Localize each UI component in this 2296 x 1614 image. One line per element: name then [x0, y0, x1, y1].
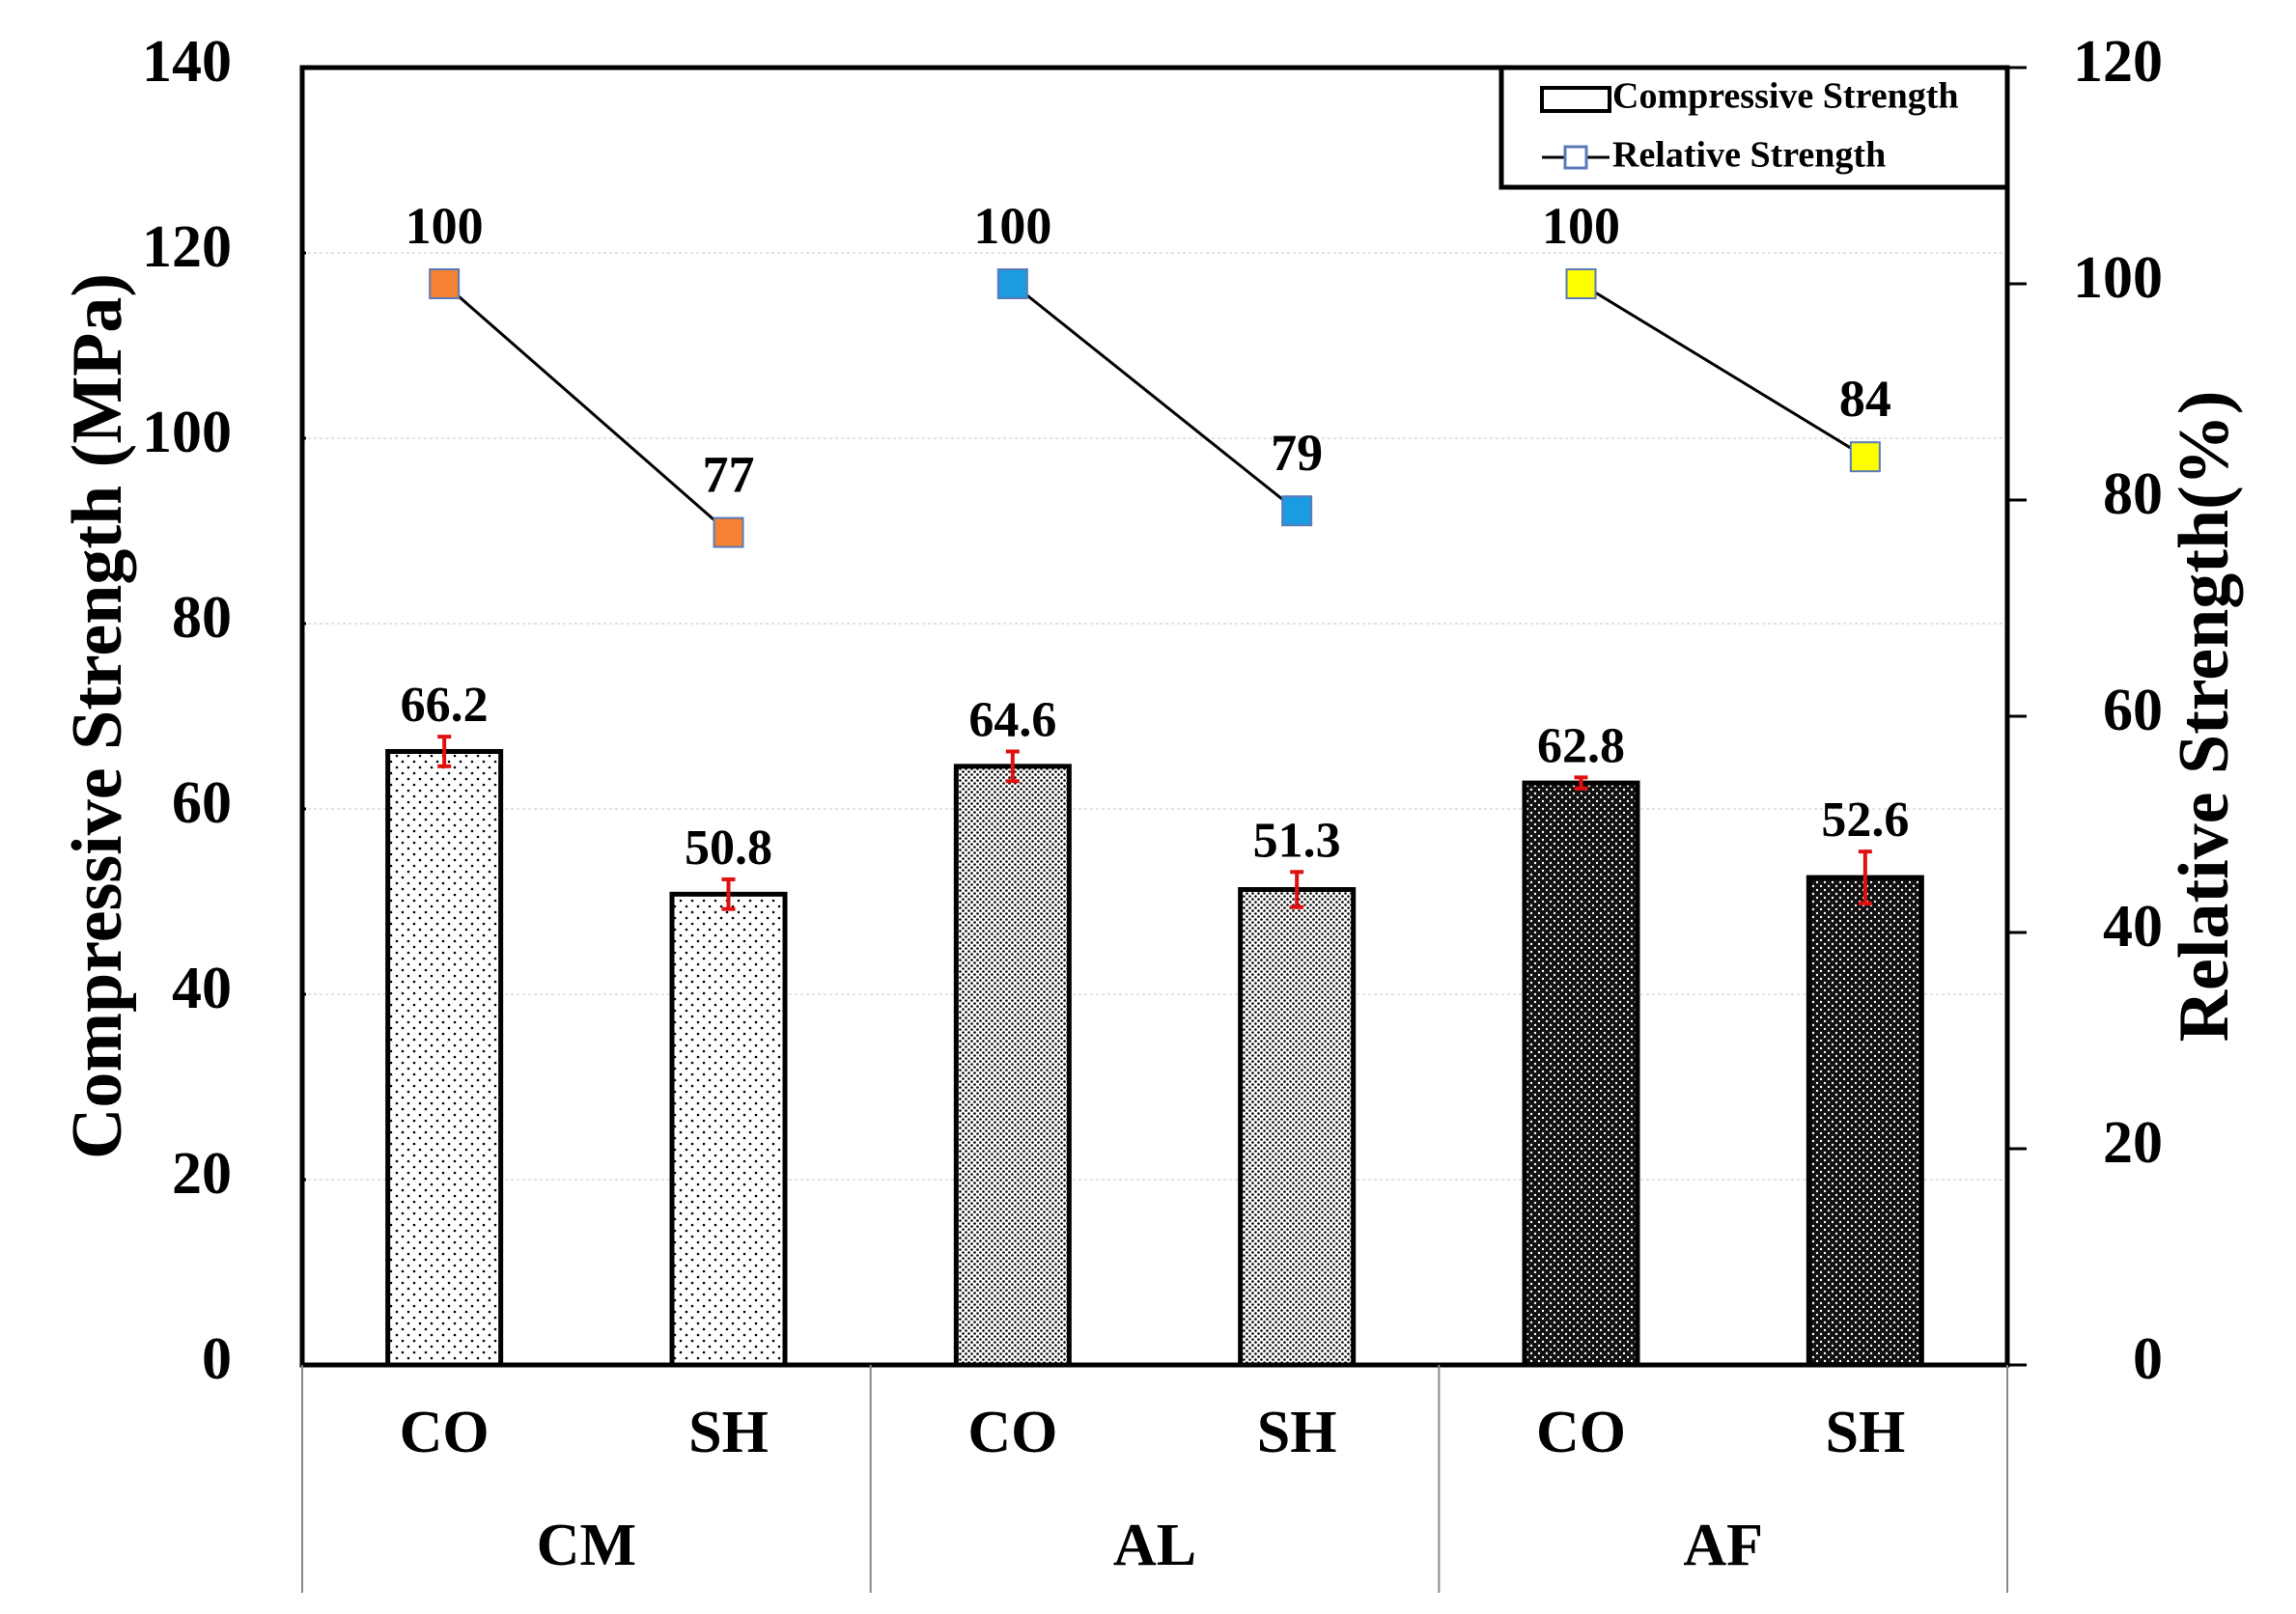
y-axis-left: 0 20 40 60 80 100 120 140 [142, 29, 306, 1392]
y-axis-title: Compressive Strength (MPa) [58, 273, 137, 1159]
relative-value-label: 77 [703, 446, 755, 504]
legend-relative-label: Relative Strength [1612, 135, 1886, 176]
y-tick-label: 140 [142, 29, 232, 95]
y2-tick-label: 60 [2103, 678, 2163, 743]
relative-marker [1851, 442, 1880, 471]
y-tick-label: 80 [172, 585, 232, 651]
bar-value-label: 66.2 [401, 678, 489, 733]
bar-value-label: 62.8 [1537, 718, 1625, 773]
y2-axis-title: Relative Strength(%) [2165, 391, 2244, 1043]
x-axis: CO SH CM CO SH AL CO SH AF [302, 1365, 2007, 1593]
x-category-label: CO [967, 1400, 1057, 1465]
error-bars [437, 737, 1872, 909]
bar-value-label: 50.8 [685, 821, 772, 876]
x-group-label: AL [1113, 1513, 1196, 1578]
relative-line [1582, 284, 1865, 457]
chart: 66.250.81007764.651.31007962.852.610084 … [0, 0, 2296, 1614]
y-tick-label: 100 [142, 400, 232, 465]
relative-line [444, 284, 728, 533]
y2-tick-label: 0 [2133, 1326, 2163, 1392]
y-axis-right: 0 20 40 60 80 100 120 [2007, 29, 2163, 1392]
y2-tick-label: 20 [2103, 1110, 2163, 1176]
y2-tick-label: 120 [2073, 29, 2163, 95]
legend-bar-swatch [1542, 88, 1610, 111]
data-labels: 66.2 50.8 100 77 64.6 51.3 100 79 62.8 52.6 100 84 [401, 197, 1910, 876]
x-category-label: SH [688, 1400, 769, 1465]
relative-value-label: 79 [1271, 424, 1323, 482]
x-group-label: CM [537, 1513, 636, 1578]
y2-tick-label: 40 [2103, 894, 2163, 960]
relative-marker [1567, 269, 1596, 298]
y-tick-label: 0 [202, 1326, 232, 1392]
y-tick-label: 60 [172, 770, 232, 836]
compressive-bar [956, 766, 1069, 1365]
x-category-label: CO [1536, 1400, 1626, 1465]
bar-value-label: 52.6 [1821, 793, 1909, 848]
plot-frame [302, 68, 2007, 1365]
legend-compressive-label: Compressive Strength [1612, 76, 1959, 117]
gridlines [302, 253, 2007, 1180]
relative-value-label: 100 [1542, 197, 1620, 255]
y2-tick-label: 80 [2103, 461, 2163, 527]
relative-lines [444, 284, 1865, 533]
y-tick-label: 40 [172, 956, 232, 1021]
compressive-bar [1241, 890, 1354, 1365]
relative-marker [714, 518, 743, 547]
bar-value-label: 64.6 [968, 692, 1056, 747]
relative-markers [430, 269, 1880, 547]
y-tick-label: 20 [172, 1141, 232, 1207]
legend-marker-swatch [1565, 147, 1586, 168]
x-category-label: SH [1825, 1400, 1905, 1465]
relative-marker [1282, 496, 1311, 525]
y-tick-label: 120 [142, 214, 232, 280]
bar-value-label: 51.3 [1253, 813, 1341, 868]
relative-marker [998, 269, 1027, 298]
relative-value-label: 100 [973, 197, 1051, 255]
relative-value-label: 100 [406, 197, 484, 255]
compressive-bar [1808, 877, 1921, 1365]
bars [388, 751, 1922, 1365]
relative-marker [430, 269, 459, 298]
compressive-bar [672, 894, 785, 1365]
x-category-label: CO [400, 1400, 490, 1465]
x-group-label: AF [1683, 1513, 1763, 1578]
y2-tick-label: 100 [2073, 245, 2163, 311]
x-category-label: SH [1257, 1400, 1337, 1465]
legend: Compressive Strength Relative Strength [1501, 68, 2007, 187]
compressive-bar [1525, 783, 1638, 1365]
relative-value-label: 84 [1839, 370, 1891, 428]
relative-line [1013, 284, 1297, 511]
compressive-bar [388, 751, 501, 1365]
